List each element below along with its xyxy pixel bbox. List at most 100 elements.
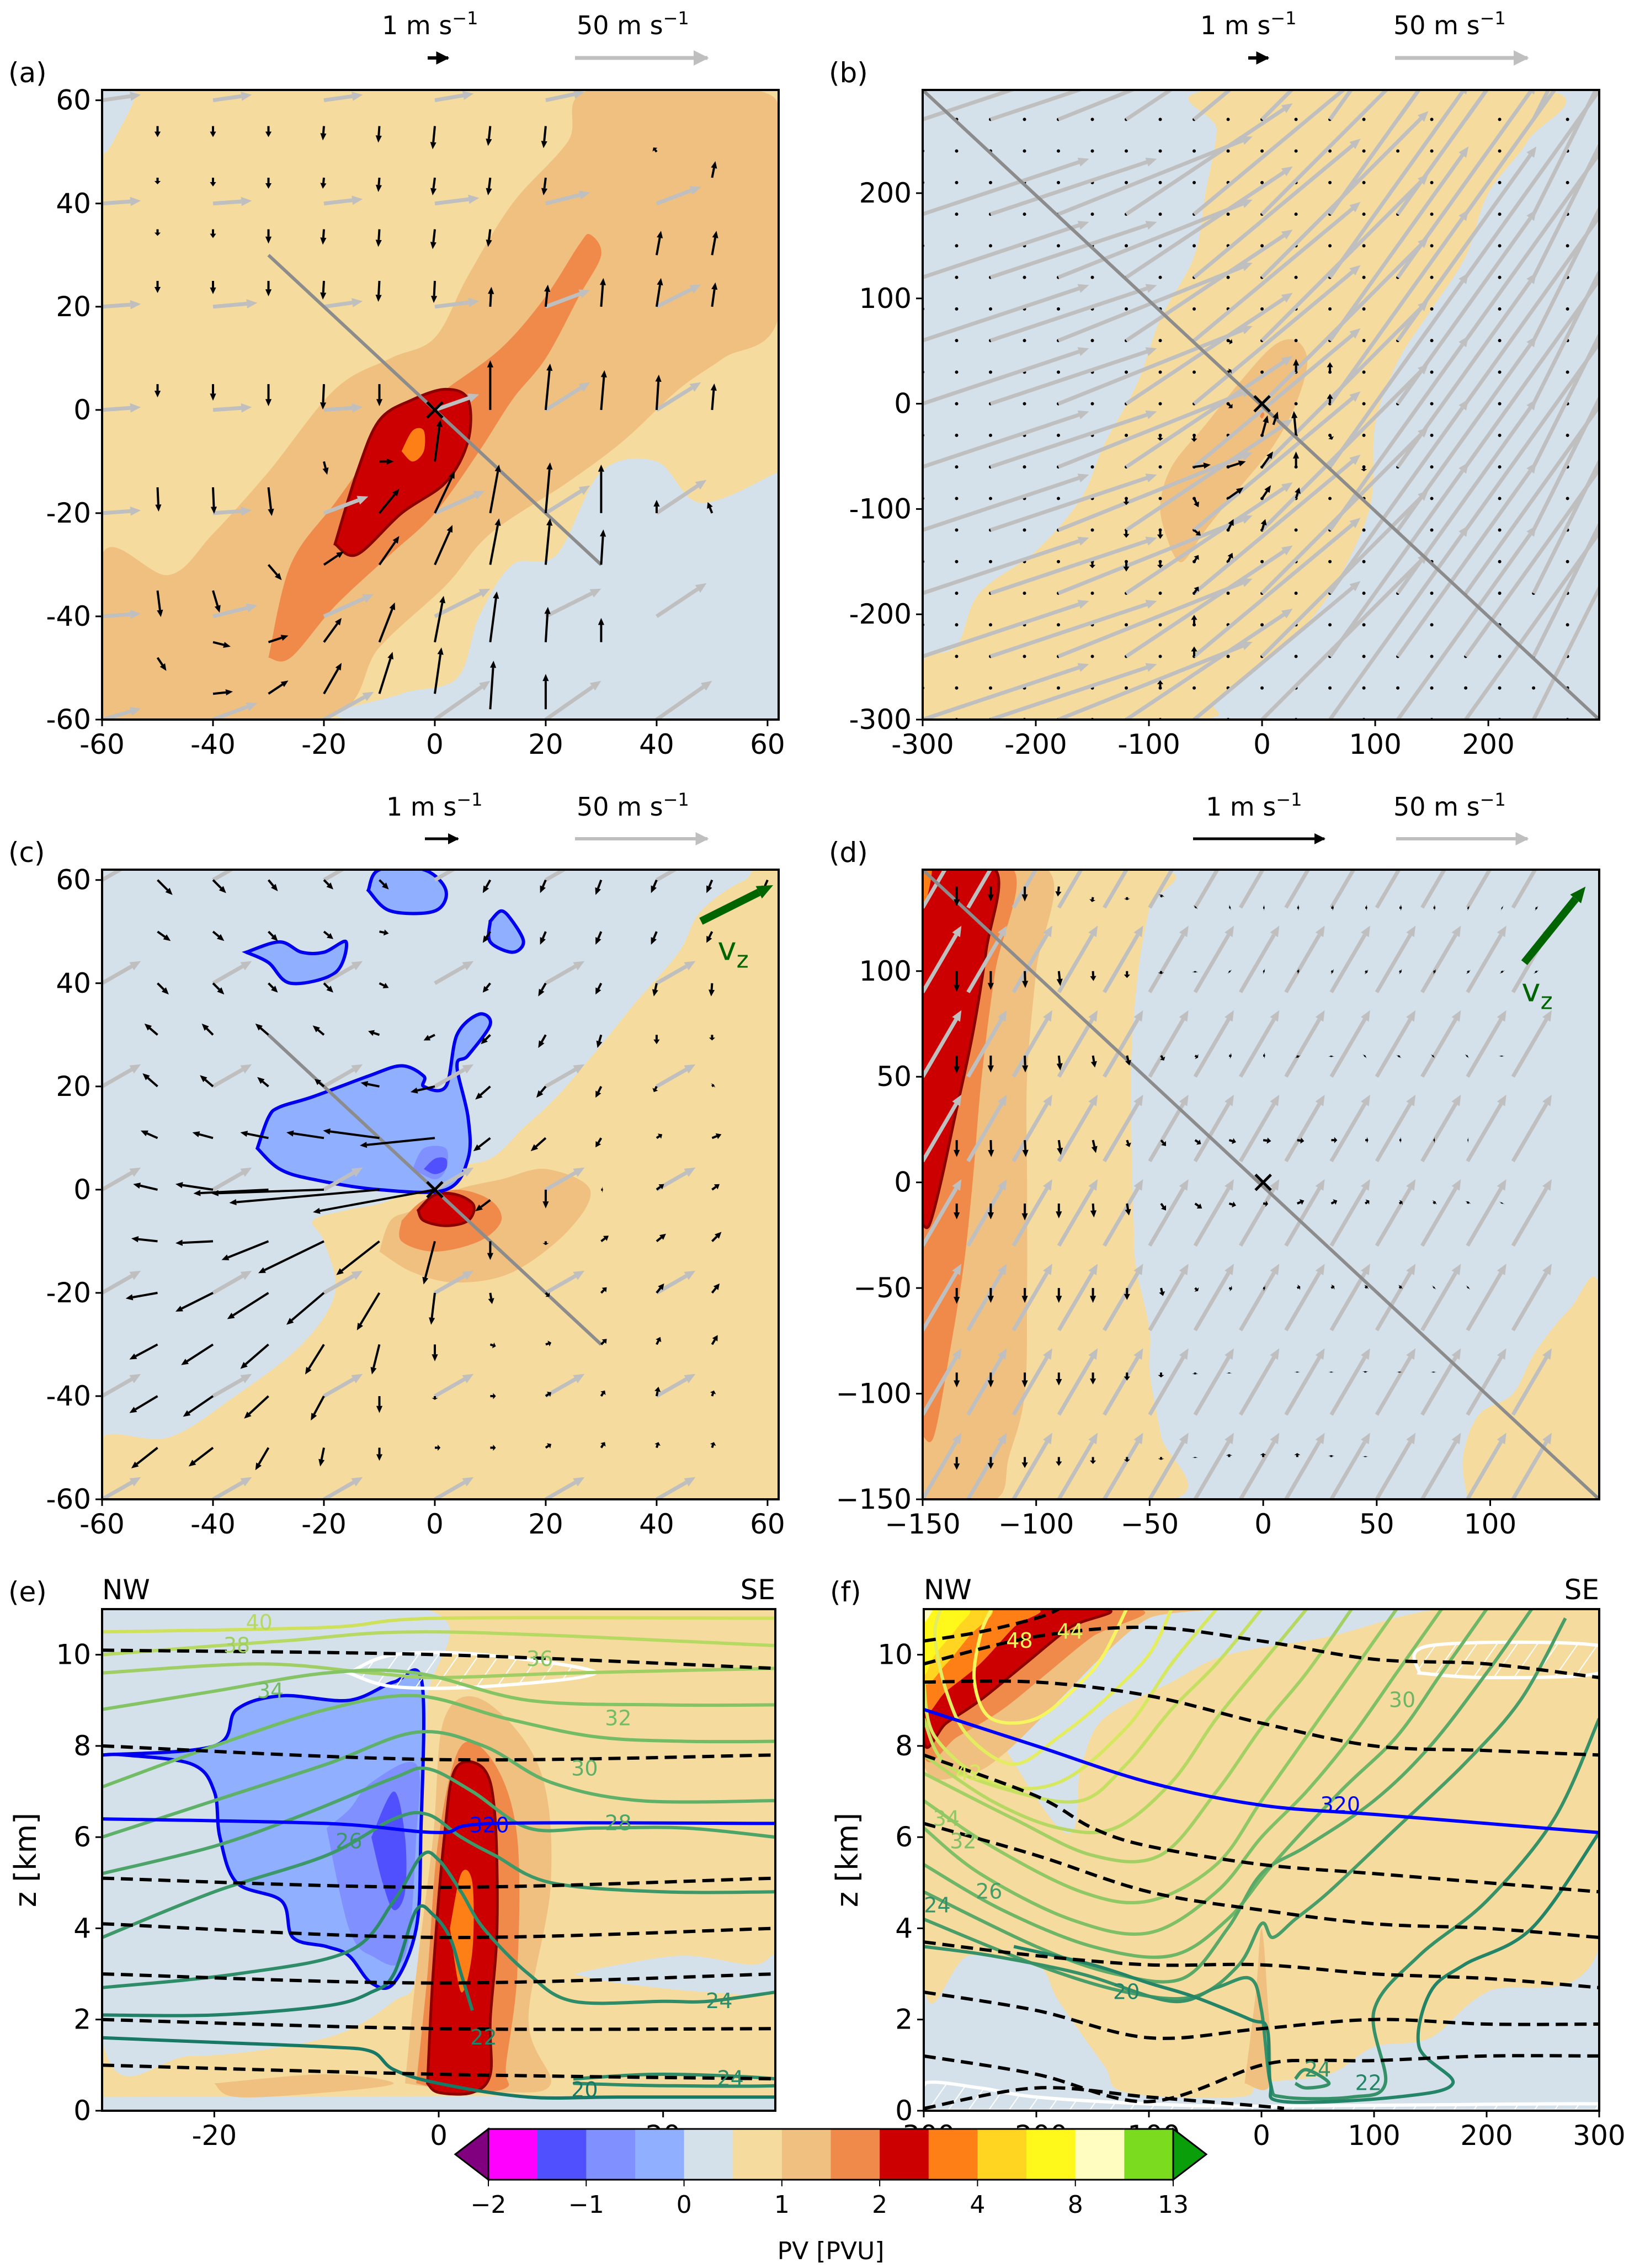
wind-vector-black-shaft	[711, 1287, 717, 1294]
wind-vector-black-head	[713, 1283, 720, 1290]
wind-vector-black	[544, 462, 553, 514]
vector-dot	[1125, 686, 1128, 690]
wind-vector-gray-head	[246, 299, 258, 308]
wind-vector-gray	[966, 1264, 1007, 1332]
wind-vector-black-head	[210, 233, 216, 238]
wind-vector-black-shaft	[654, 983, 658, 991]
y-tick-label: −50	[853, 1272, 912, 1304]
wind-vector-gray-head	[689, 284, 701, 294]
wind-vector-gray	[923, 1348, 962, 1416]
wind-vector-gray-head	[240, 1064, 252, 1074]
wind-vector-black-head	[154, 391, 161, 398]
wind-vector-gray-head	[1078, 63, 1089, 72]
wind-vector-gray	[1328, 336, 1469, 531]
wind-vector-black-head	[334, 617, 342, 626]
wind-vector-gray	[1464, 275, 1599, 468]
wind-vector-gray-head	[1349, 518, 1361, 528]
wind-vector-gray	[1420, 870, 1447, 909]
wind-vector-black	[1157, 561, 1164, 568]
wind-vector-black	[175, 1292, 214, 1312]
colorbar-extend-min	[454, 2127, 489, 2182]
wind-vector-gray-shaft	[323, 301, 353, 309]
wind-vector-black-shaft	[1227, 370, 1231, 374]
wind-vector-gray-head	[241, 92, 252, 101]
wind-vector-gray-head	[997, 1094, 1007, 1106]
wind-vector-gray-head	[1088, 925, 1098, 938]
wind-vector-black	[600, 370, 607, 411]
wind-vector-black-head	[657, 231, 663, 238]
wind-vector-black-shaft	[1296, 1286, 1300, 1289]
wind-vector-black-shaft	[268, 636, 282, 643]
vector-dot	[1362, 433, 1366, 437]
vector-dot	[1498, 465, 1502, 469]
wind-vector-black-head	[133, 1183, 141, 1189]
y-tick-label: 100	[859, 283, 912, 315]
wind-vector-gray-head	[1077, 157, 1089, 167]
wind-vector-gray-head	[1133, 1094, 1143, 1106]
wind-vector-black	[430, 229, 436, 249]
wind-vector-gray	[1396, 462, 1537, 658]
colorbar-segment	[733, 2129, 782, 2180]
wind-vector-gray	[434, 1270, 474, 1295]
wind-vector-gray	[923, 63, 1089, 121]
wind-vector-gray-head	[352, 403, 363, 413]
vector-dot	[1125, 307, 1128, 311]
vector-dot	[1057, 244, 1061, 248]
wind-vector-black-shaft	[434, 531, 451, 566]
wind-vector-gray	[923, 663, 1089, 720]
wind-vector-gray	[545, 1477, 585, 1499]
wind-vector-black-shaft	[200, 1188, 269, 1194]
x-tick-label: -20	[301, 728, 347, 760]
wind-vector-gray	[545, 961, 585, 985]
wind-vector-gray-head	[1241, 326, 1253, 334]
axes-frame	[101, 89, 780, 721]
pv-region	[242, 939, 348, 986]
wind-vector-black	[240, 1343, 269, 1369]
wind-vector-gray	[1012, 1433, 1052, 1499]
wind-vector-black	[1090, 1457, 1096, 1464]
wind-vector-gray-shaft	[434, 1068, 466, 1088]
wind-vector-gray-head	[684, 1270, 696, 1280]
wind-vector-black-head	[375, 239, 382, 247]
wind-vector-black	[1328, 1371, 1335, 1373]
colorbar-tick-label: 1	[774, 2191, 790, 2219]
vector-dot	[1430, 370, 1434, 374]
wind-vector-gray	[923, 221, 1089, 279]
vector-dot	[955, 528, 959, 532]
x-tick-label: 200	[1462, 728, 1514, 760]
wind-vector-gray-head	[1451, 925, 1461, 938]
wind-vector-black	[601, 1186, 603, 1193]
wind-vector-gray-head	[130, 300, 141, 310]
wind-vector-black-shaft	[323, 879, 329, 886]
wind-vector-black-head	[375, 295, 382, 302]
wind-vector-black-shaft	[157, 879, 169, 891]
wind-vector-gray	[1103, 1094, 1143, 1163]
wind-vector-gray-shaft	[1260, 117, 1423, 279]
x-tick-label: -60	[79, 728, 125, 760]
wind-vector-gray	[545, 1064, 585, 1088]
wind-vector-gray	[923, 925, 962, 993]
wind-vector-gray-shaft	[1148, 1271, 1185, 1332]
wind-vector-black-head	[446, 525, 453, 533]
wind-vector-black-head	[475, 1093, 483, 1100]
wind-vector-gray	[1148, 1010, 1189, 1078]
wind-vector-gray	[212, 196, 252, 206]
wind-vector-black	[655, 231, 663, 255]
wind-vector-black	[320, 229, 327, 245]
wind-vector-black-head	[336, 551, 344, 558]
wind-vector-black	[1056, 1372, 1062, 1386]
wind-vector-black-head	[154, 232, 161, 236]
wind-speed-contour	[102, 1904, 474, 2017]
wind-vector-black-head	[175, 1182, 183, 1189]
wind-vector-black-shaft	[1261, 456, 1270, 468]
wind-vector-black	[1228, 1201, 1236, 1208]
wind-vector-gray-shaft	[1103, 1356, 1140, 1416]
wind-vector-black-head	[1123, 502, 1130, 505]
wind-vector-gray-head	[1451, 1348, 1461, 1360]
wind-vector-black-head	[1191, 646, 1197, 652]
wind-vector-black-head	[488, 1298, 494, 1305]
wind-vector-gray-shaft	[1125, 107, 1285, 216]
wind-vector-black	[423, 1034, 435, 1041]
wind-vector-gray-head	[130, 403, 141, 413]
wind-vector-black-head	[987, 1065, 994, 1073]
